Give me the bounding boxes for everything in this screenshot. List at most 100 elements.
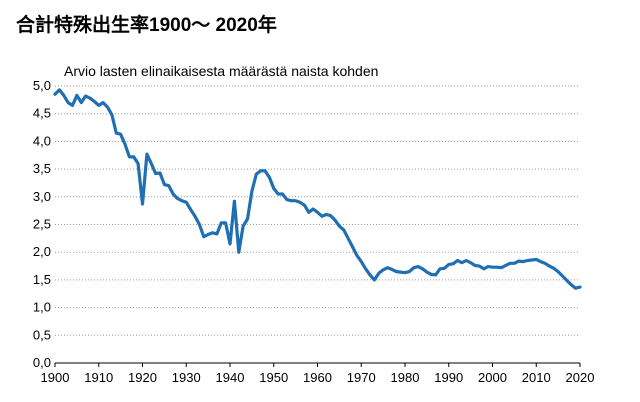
y-tick-label: 2,5: [33, 217, 51, 232]
data-point: [522, 260, 525, 263]
data-point: [163, 183, 166, 186]
x-tick-label: 1930: [172, 370, 201, 385]
data-point: [460, 261, 463, 264]
x-tick-label: 1960: [303, 370, 332, 385]
data-point: [557, 270, 560, 273]
data-point: [307, 211, 310, 214]
data-point: [574, 287, 577, 290]
data-point: [320, 215, 323, 218]
data-point: [561, 274, 564, 277]
data-point: [294, 199, 297, 202]
data-point: [469, 261, 472, 264]
data-point: [137, 162, 140, 165]
data-point: [465, 259, 468, 262]
data-point: [473, 264, 476, 267]
data-point: [412, 266, 415, 269]
data-point: [408, 270, 411, 273]
y-tick-label: 1,0: [33, 300, 51, 315]
data-point: [132, 155, 135, 158]
data-point: [338, 225, 341, 228]
data-point: [552, 267, 555, 270]
data-point: [452, 262, 455, 265]
x-tick-label: 1900: [41, 370, 70, 385]
data-point: [93, 100, 96, 103]
data-point: [421, 267, 424, 270]
y-tick-label: 0,0: [33, 355, 51, 370]
x-tick-label: 1950: [259, 370, 288, 385]
series-line: [53, 88, 582, 290]
data-point: [316, 211, 319, 214]
data-point: [543, 262, 546, 265]
data-point: [513, 262, 516, 265]
data-point: [285, 198, 288, 201]
data-point: [202, 235, 205, 238]
data-point: [62, 94, 65, 97]
data-point: [242, 225, 245, 228]
data-point: [434, 273, 437, 276]
x-tick-label: 2020: [566, 370, 595, 385]
data-point: [224, 221, 227, 224]
data-point: [250, 190, 253, 193]
data-point: [530, 258, 533, 261]
x-tick-label: 2000: [478, 370, 507, 385]
data-point: [539, 260, 542, 263]
data-point: [443, 267, 446, 270]
tick-labels: 0,0 0,5 1,0 1,5 2,0 2,5 3,0 3,5 4,0 4,5 5,0 1900 191…: [33, 78, 595, 385]
data-point: [364, 267, 367, 270]
data-point: [211, 231, 214, 234]
data-point: [478, 264, 481, 267]
data-point: [189, 208, 192, 211]
data-point: [347, 237, 350, 240]
x-tick-label: 1980: [391, 370, 420, 385]
data-point: [193, 215, 196, 218]
data-point: [570, 283, 573, 286]
y-tick-label: 2,0: [33, 244, 51, 259]
data-point: [233, 200, 236, 203]
data-point: [482, 267, 485, 270]
data-point: [272, 187, 275, 190]
series-layer: [53, 88, 582, 290]
data-point: [128, 155, 131, 158]
data-point: [368, 273, 371, 276]
data-point: [220, 221, 223, 224]
data-point: [277, 192, 280, 195]
y-tick-label: 4,5: [33, 106, 51, 121]
data-point: [438, 267, 441, 270]
data-point: [447, 263, 450, 266]
data-point: [526, 259, 529, 262]
data-point: [517, 259, 520, 262]
data-point: [403, 271, 406, 274]
data-point: [487, 265, 490, 268]
data-point: [333, 218, 336, 221]
data-point: [325, 213, 328, 216]
data-point: [71, 104, 74, 107]
x-tick-label: 1970: [347, 370, 376, 385]
data-point: [106, 105, 109, 108]
data-point: [500, 266, 503, 269]
data-point: [290, 199, 293, 202]
data-point: [259, 169, 262, 172]
y-tick-label: 0,5: [33, 327, 51, 342]
data-point: [351, 245, 354, 248]
data-point: [395, 270, 398, 273]
data-point: [578, 286, 581, 289]
data-point: [255, 172, 258, 175]
data-point: [110, 113, 113, 116]
data-point: [228, 242, 231, 245]
data-point: [84, 94, 87, 97]
data-point: [58, 88, 61, 91]
data-point: [417, 265, 420, 268]
data-point: [215, 232, 218, 235]
data-point: [207, 233, 210, 236]
x-tick-label: 1990: [434, 370, 463, 385]
data-point: [565, 279, 568, 282]
data-point: [430, 273, 433, 276]
data-point: [167, 184, 170, 187]
data-point: [150, 162, 153, 165]
data-point: [172, 192, 175, 195]
data-point: [360, 260, 363, 263]
data-point: [115, 131, 118, 134]
data-point: [88, 97, 91, 100]
data-point: [377, 272, 380, 275]
